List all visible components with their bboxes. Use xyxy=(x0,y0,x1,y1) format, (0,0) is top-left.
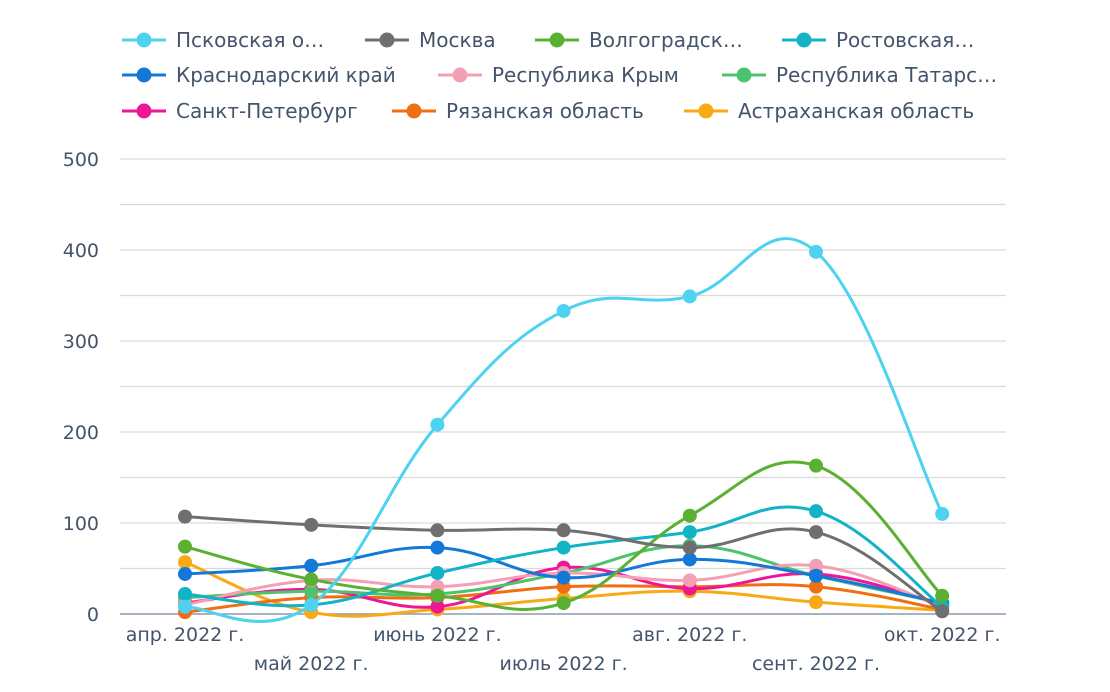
legend-swatch-marker xyxy=(796,32,812,48)
legend-swatch-marker xyxy=(698,103,714,119)
data-point xyxy=(682,289,697,304)
data-point xyxy=(809,595,823,610)
x-tick-label: май 2022 г. xyxy=(254,653,369,675)
legend-swatch-marker xyxy=(452,67,468,83)
legend-item[interactable]: Республика Крым xyxy=(438,63,679,87)
data-point xyxy=(430,599,445,614)
x-tick-label: сент. 2022 г. xyxy=(752,653,880,675)
data-point xyxy=(556,540,571,555)
y-tick-label: 300 xyxy=(63,331,99,353)
data-point xyxy=(430,588,445,603)
legend-item[interactable]: Ростовская… xyxy=(782,28,974,52)
legend-item[interactable]: Рязанская область xyxy=(392,99,644,123)
data-point xyxy=(430,540,445,555)
data-point xyxy=(682,552,697,567)
data-point xyxy=(304,558,319,573)
x-tick-label: апр. 2022 г. xyxy=(126,624,245,646)
legend-item[interactable]: Краснодарский край xyxy=(122,63,396,87)
legend-label: Рязанская область xyxy=(446,99,644,123)
y-tick-label: 400 xyxy=(63,240,99,262)
legend-swatch-marker xyxy=(136,67,152,83)
data-point xyxy=(178,599,192,614)
y-tick-label: 100 xyxy=(63,513,99,535)
data-point xyxy=(304,597,319,612)
x-tick-label: авг. 2022 г. xyxy=(632,624,747,646)
series-0 xyxy=(178,237,950,623)
data-point xyxy=(809,525,823,540)
legend-swatch-marker xyxy=(379,32,395,48)
legend-swatch-marker xyxy=(549,32,565,48)
x-tick-label: июнь 2022 г. xyxy=(373,624,501,646)
legend-item[interactable]: Москва xyxy=(365,28,496,52)
data-point xyxy=(682,573,697,588)
data-point xyxy=(430,417,445,432)
data-point xyxy=(809,558,823,573)
data-point xyxy=(304,572,319,587)
legend-label: Республика Крым xyxy=(492,63,679,87)
legend-item[interactable]: Волгоградск… xyxy=(535,28,743,52)
series-2 xyxy=(178,458,950,611)
data-point xyxy=(682,508,697,523)
legend-label: Астраханская область xyxy=(738,99,974,123)
legend-label: Псковская о… xyxy=(176,28,324,52)
legend-item[interactable]: Астраханская область xyxy=(684,99,974,123)
x-tick-label: июль 2022 г. xyxy=(500,653,628,675)
data-point xyxy=(430,566,445,581)
plot-area xyxy=(178,237,950,623)
y-tick-label: 200 xyxy=(63,422,99,444)
data-point xyxy=(178,509,192,524)
data-point xyxy=(809,568,823,583)
legend-label: Краснодарский край xyxy=(176,63,396,87)
legend-item[interactable]: Санкт-Петербург xyxy=(122,99,358,123)
legend: Псковская о… Москва Волгоградск… Ростовская… xyxy=(122,28,997,123)
data-point xyxy=(809,244,823,259)
data-point xyxy=(556,523,571,538)
legend-label: Республика Татарс… xyxy=(776,63,997,87)
data-point xyxy=(556,303,571,318)
legend-label: Ростовская… xyxy=(836,28,974,52)
data-point xyxy=(304,584,319,599)
legend-item[interactable]: Республика Татарс… xyxy=(722,63,997,87)
legend-swatch-marker xyxy=(736,67,752,83)
y-axis: 0 100 200 300 400 500 xyxy=(63,149,99,626)
data-point xyxy=(682,525,697,540)
legend-swatch-marker xyxy=(406,103,422,119)
x-axis: апр. 2022 г. май 2022 г.июнь 2022 г. июль … xyxy=(126,624,1001,675)
data-point xyxy=(682,540,697,555)
data-point xyxy=(809,458,823,473)
legend-label: Санкт-Петербург xyxy=(176,99,358,123)
data-point xyxy=(809,504,823,519)
data-point xyxy=(935,604,950,619)
legend-label: Москва xyxy=(419,28,496,52)
data-point xyxy=(556,596,571,611)
data-point xyxy=(430,523,445,538)
legend-swatch-marker xyxy=(136,103,152,119)
legend-item[interactable]: Псковская о… xyxy=(122,28,324,52)
data-point xyxy=(935,588,950,603)
y-tick-label: 500 xyxy=(63,149,99,171)
x-tick-label: окт. 2022 г. xyxy=(884,624,1001,646)
data-point xyxy=(178,566,192,581)
legend-swatch-marker xyxy=(136,32,152,48)
data-point xyxy=(178,586,192,601)
data-point xyxy=(809,579,823,594)
y-tick-label: 0 xyxy=(87,604,99,626)
data-point xyxy=(178,539,192,554)
series-1 xyxy=(178,509,950,619)
data-point xyxy=(935,506,950,521)
data-point xyxy=(178,555,192,570)
data-point xyxy=(304,517,319,532)
data-point xyxy=(556,570,571,585)
legend-label: Волгоградск… xyxy=(589,28,743,52)
